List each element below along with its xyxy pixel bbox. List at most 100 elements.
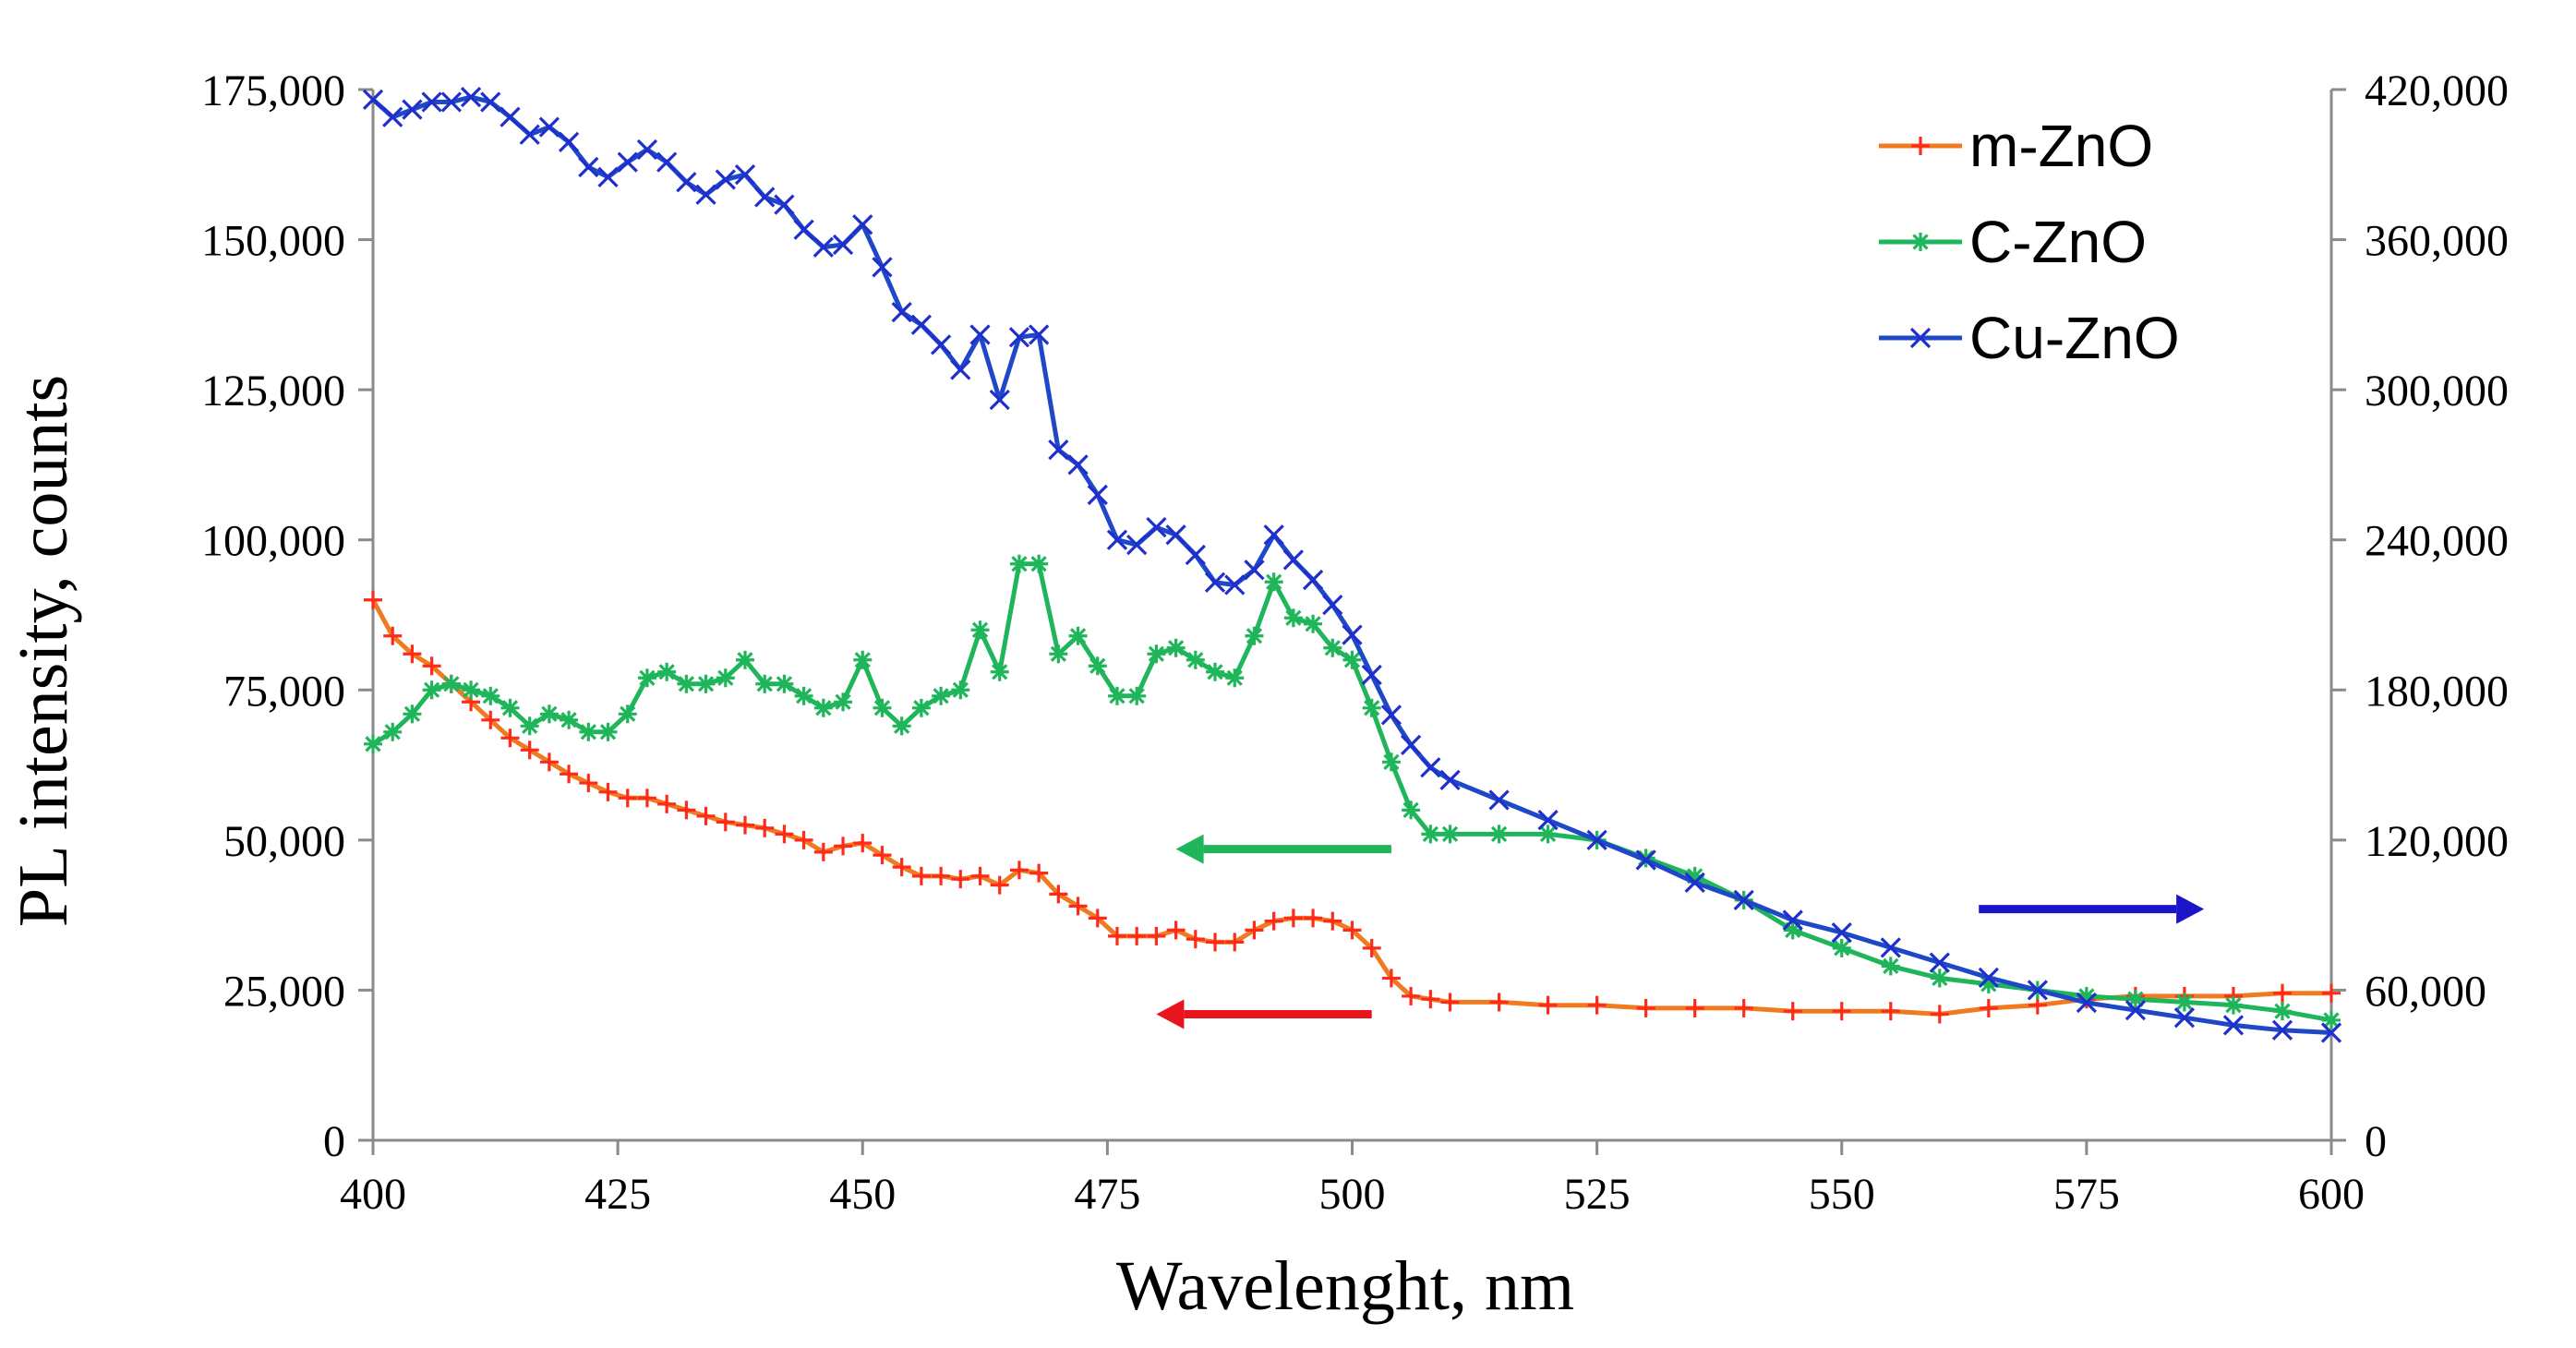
y-right-tick-label: 60,000 [2365, 967, 2486, 1016]
data-point-cu-zno [460, 86, 482, 108]
data-point-c-zno [1538, 824, 1558, 844]
data-point-cu-zno [1733, 889, 1754, 911]
data-point-c-zno [598, 722, 618, 741]
data-point-m-zno [598, 782, 618, 801]
data-point-cu-zno [538, 116, 560, 138]
data-point-cu-zno [402, 99, 423, 120]
data-point-m-zno [1009, 861, 1029, 880]
data-point-c-zno [1107, 686, 1126, 705]
data-point-m-zno [911, 866, 931, 885]
data-point-cu-zno [1684, 872, 1705, 894]
data-point-cu-zno [930, 334, 952, 355]
data-point-m-zno [481, 710, 500, 729]
legend-label: C-ZnO [1969, 209, 2147, 275]
data-point-cu-zno [2125, 999, 2147, 1021]
data-point-c-zno [364, 734, 382, 753]
legend-label: m-ZnO [1969, 113, 2153, 179]
arrow-c-zno [1175, 834, 1391, 864]
data-point-cu-zno [1029, 324, 1050, 345]
y-left-tick-label: 150,000 [201, 217, 345, 266]
data-point-cu-zno [1380, 704, 1402, 726]
data-point-cu-zno [1361, 664, 1382, 686]
data-point-m-zno [1783, 1002, 1802, 1021]
data-point-m-zno [1381, 969, 1401, 988]
legend-marker [1909, 327, 1932, 349]
data-point-cu-zno [793, 219, 814, 240]
data-point-cu-zno [1880, 937, 1901, 958]
data-point-m-zno [677, 800, 696, 820]
y-left-tick-label: 175,000 [201, 66, 345, 115]
series-c-zno [364, 554, 2341, 1029]
data-point-c-zno [1049, 644, 1068, 664]
data-point-c-zno [794, 686, 813, 705]
y-right-tick-label: 240,000 [2365, 517, 2509, 566]
data-point-cu-zno [774, 194, 795, 215]
data-point-cu-zno [1244, 560, 1265, 581]
data-point-c-zno [1323, 638, 1342, 657]
y-right-tick-label: 180,000 [2365, 667, 2509, 716]
data-point-cu-zno [2271, 1019, 2293, 1041]
data-point-c-zno [677, 674, 696, 693]
data-point-cu-zno [656, 151, 678, 173]
data-point-cu-zno [950, 359, 971, 380]
data-point-c-zno [579, 722, 598, 741]
data-point-m-zno [1362, 938, 1381, 957]
data-point-cu-zno [1322, 595, 1343, 616]
data-point-c-zno [1029, 554, 1049, 573]
data-point-cu-zno [676, 172, 697, 193]
data-point-c-zno [1381, 752, 1401, 772]
data-point-c-zno [1206, 662, 1225, 681]
data-point-cu-zno [1087, 484, 1108, 506]
arrow-head [1175, 834, 1204, 864]
data-point-cu-zno [989, 389, 1010, 411]
data-point-m-zno [696, 806, 716, 825]
data-point-c-zno [1166, 638, 1186, 657]
data-point-m-zno [539, 752, 559, 772]
data-point-cu-zno [1929, 952, 1950, 973]
data-point-m-zno [657, 794, 677, 813]
data-point-c-zno [637, 668, 656, 688]
data-point-c-zno [696, 674, 716, 693]
data-point-c-zno [441, 674, 461, 693]
data-point-c-zno [735, 650, 754, 669]
data-point-c-zno [539, 704, 559, 724]
data-point-c-zno [1489, 824, 1509, 844]
data-point-cu-zno [2027, 980, 2048, 1001]
data-point-m-zno [970, 866, 990, 885]
data-point-cu-zno [1282, 549, 1305, 571]
data-point-m-zno [1264, 911, 1283, 931]
data-point-c-zno [1009, 554, 1029, 573]
data-point-m-zno [500, 728, 520, 748]
data-point-c-zno [1440, 824, 1460, 844]
data-point-m-zno [932, 866, 951, 885]
x-tick-label: 450 [829, 1170, 896, 1219]
data-point-cu-zno [1067, 454, 1089, 475]
data-point-m-zno [560, 764, 579, 784]
data-point-c-zno [1147, 644, 1166, 664]
arrow-cu-zno [1979, 894, 2205, 924]
data-point-cu-zno [1263, 524, 1284, 546]
x-tick-label: 475 [1074, 1170, 1140, 1219]
data-point-cu-zno [969, 324, 991, 345]
data-point-cu-zno [480, 91, 501, 113]
data-point-cu-zno [754, 187, 776, 208]
data-point-m-zno [364, 590, 382, 609]
data-point-m-zno [1166, 921, 1186, 940]
x-tick-label: 500 [1319, 1170, 1386, 1219]
data-point-c-zno [775, 674, 794, 693]
data-point-c-zno [1881, 957, 1900, 976]
data-point-cu-zno [1439, 769, 1461, 790]
data-point-m-zno [1734, 998, 1753, 1017]
data-point-m-zno [892, 858, 911, 877]
y-right-tick-label: 0 [2365, 1117, 2387, 1166]
data-point-m-zno [403, 644, 422, 664]
series-cu-zno [362, 86, 2342, 1043]
series-layer [362, 86, 2342, 1043]
data-point-m-zno [1049, 885, 1068, 904]
y-right-tick-label: 300,000 [2365, 367, 2509, 415]
data-point-m-zno [579, 774, 598, 793]
data-point-cu-zno [1635, 849, 1656, 871]
legend: m-ZnO C-ZnO Cu-ZnO [1879, 113, 2180, 371]
data-point-c-zno [1088, 656, 1107, 676]
